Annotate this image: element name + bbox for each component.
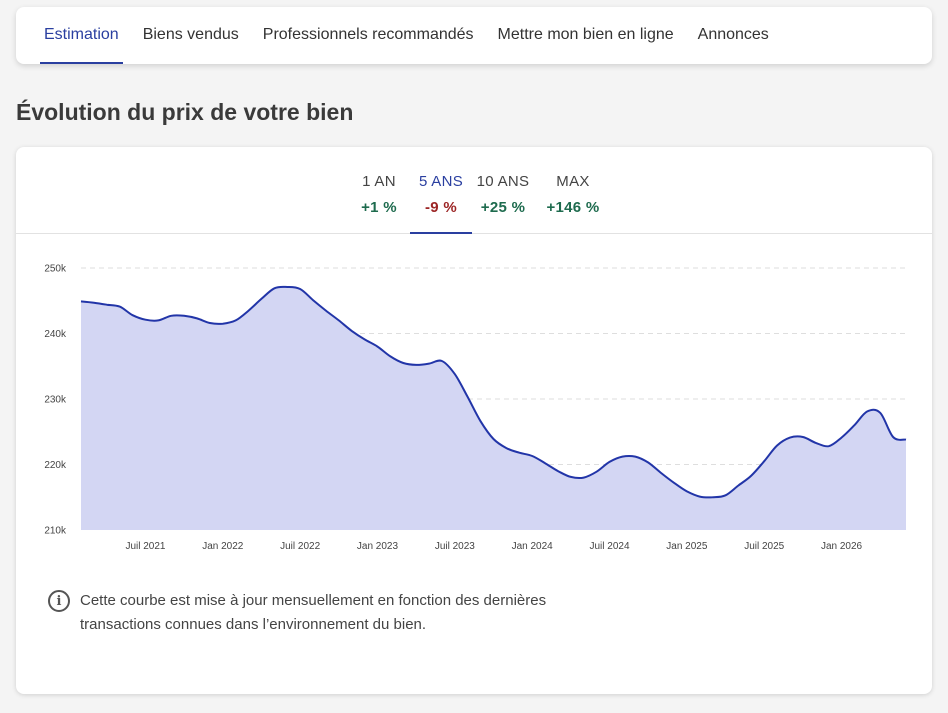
y-tick-label: 250k <box>44 264 67 275</box>
period-label: MAX <box>556 173 590 190</box>
y-tick-label: 240k <box>44 329 67 340</box>
period-tab-max[interactable]: MAX +146 % <box>534 147 612 234</box>
chart-note: i Cette courbe est mise à jour mensuelle… <box>48 589 568 637</box>
x-tick-label: Jan 2023 <box>357 541 399 552</box>
period-change: +1 % <box>361 199 397 216</box>
x-tick-label: Juil 2023 <box>435 541 475 552</box>
period-change: -9 % <box>424 199 458 216</box>
price-area-fill <box>81 286 906 530</box>
x-tick-label: Jan 2024 <box>512 541 554 552</box>
x-tick-label: Juil 2022 <box>280 541 320 552</box>
period-tab-1-an[interactable]: 1 AN +1 % <box>348 147 410 234</box>
period-tab-10-ans[interactable]: 10 ANS +25 % <box>472 147 534 234</box>
x-tick-label: Juil 2025 <box>744 541 784 552</box>
nav-tab-estimation[interactable]: Estimation <box>40 7 123 64</box>
x-tick-label: Juil 2024 <box>590 541 630 552</box>
nav-tab-biens-vendus[interactable]: Biens vendus <box>142 25 239 43</box>
period-tab-5-ans[interactable]: 5 ANS -9 % <box>410 147 472 234</box>
nav-tab-annonces[interactable]: Annonces <box>697 25 769 43</box>
nav-tab-professionnels-recommandes[interactable]: Professionnels recommandés <box>262 25 474 43</box>
x-tick-label: Jan 2026 <box>821 541 863 552</box>
period-change: +146 % <box>546 199 600 216</box>
section-title: Évolution du prix de votre bien <box>16 99 354 125</box>
x-tick-label: Jan 2022 <box>202 541 244 552</box>
info-icon: i <box>48 590 70 612</box>
period-change: +25 % <box>480 199 526 216</box>
period-label: 1 AN <box>362 173 396 190</box>
x-tick-label: Jan 2025 <box>666 541 708 552</box>
y-tick-label: 210k <box>44 526 67 537</box>
x-tick-label: Juil 2021 <box>125 541 165 552</box>
y-tick-label: 220k <box>44 460 67 471</box>
y-tick-label: 230k <box>44 395 67 406</box>
top-navigation: Estimation Biens vendus Professionnels r… <box>16 7 932 64</box>
period-label: 10 ANS <box>476 173 530 190</box>
price-line <box>80 285 907 499</box>
period-selector: 1 AN +1 % 5 ANS -9 % 10 ANS +25 % MAX +1… <box>16 147 932 234</box>
price-evolution-card: 1 AN +1 % 5 ANS -9 % 10 ANS +25 % MAX +1… <box>16 147 932 694</box>
period-label: 5 ANS <box>418 173 464 190</box>
note-text: Cette courbe est mise à jour mensuelleme… <box>80 592 547 633</box>
nav-tab-mettre-en-ligne[interactable]: Mettre mon bien en ligne <box>497 25 674 43</box>
price-area-chart: 250k 240k 230k 220k 210k Juil 2021 Jan 2022 Jui… <box>44 264 907 552</box>
